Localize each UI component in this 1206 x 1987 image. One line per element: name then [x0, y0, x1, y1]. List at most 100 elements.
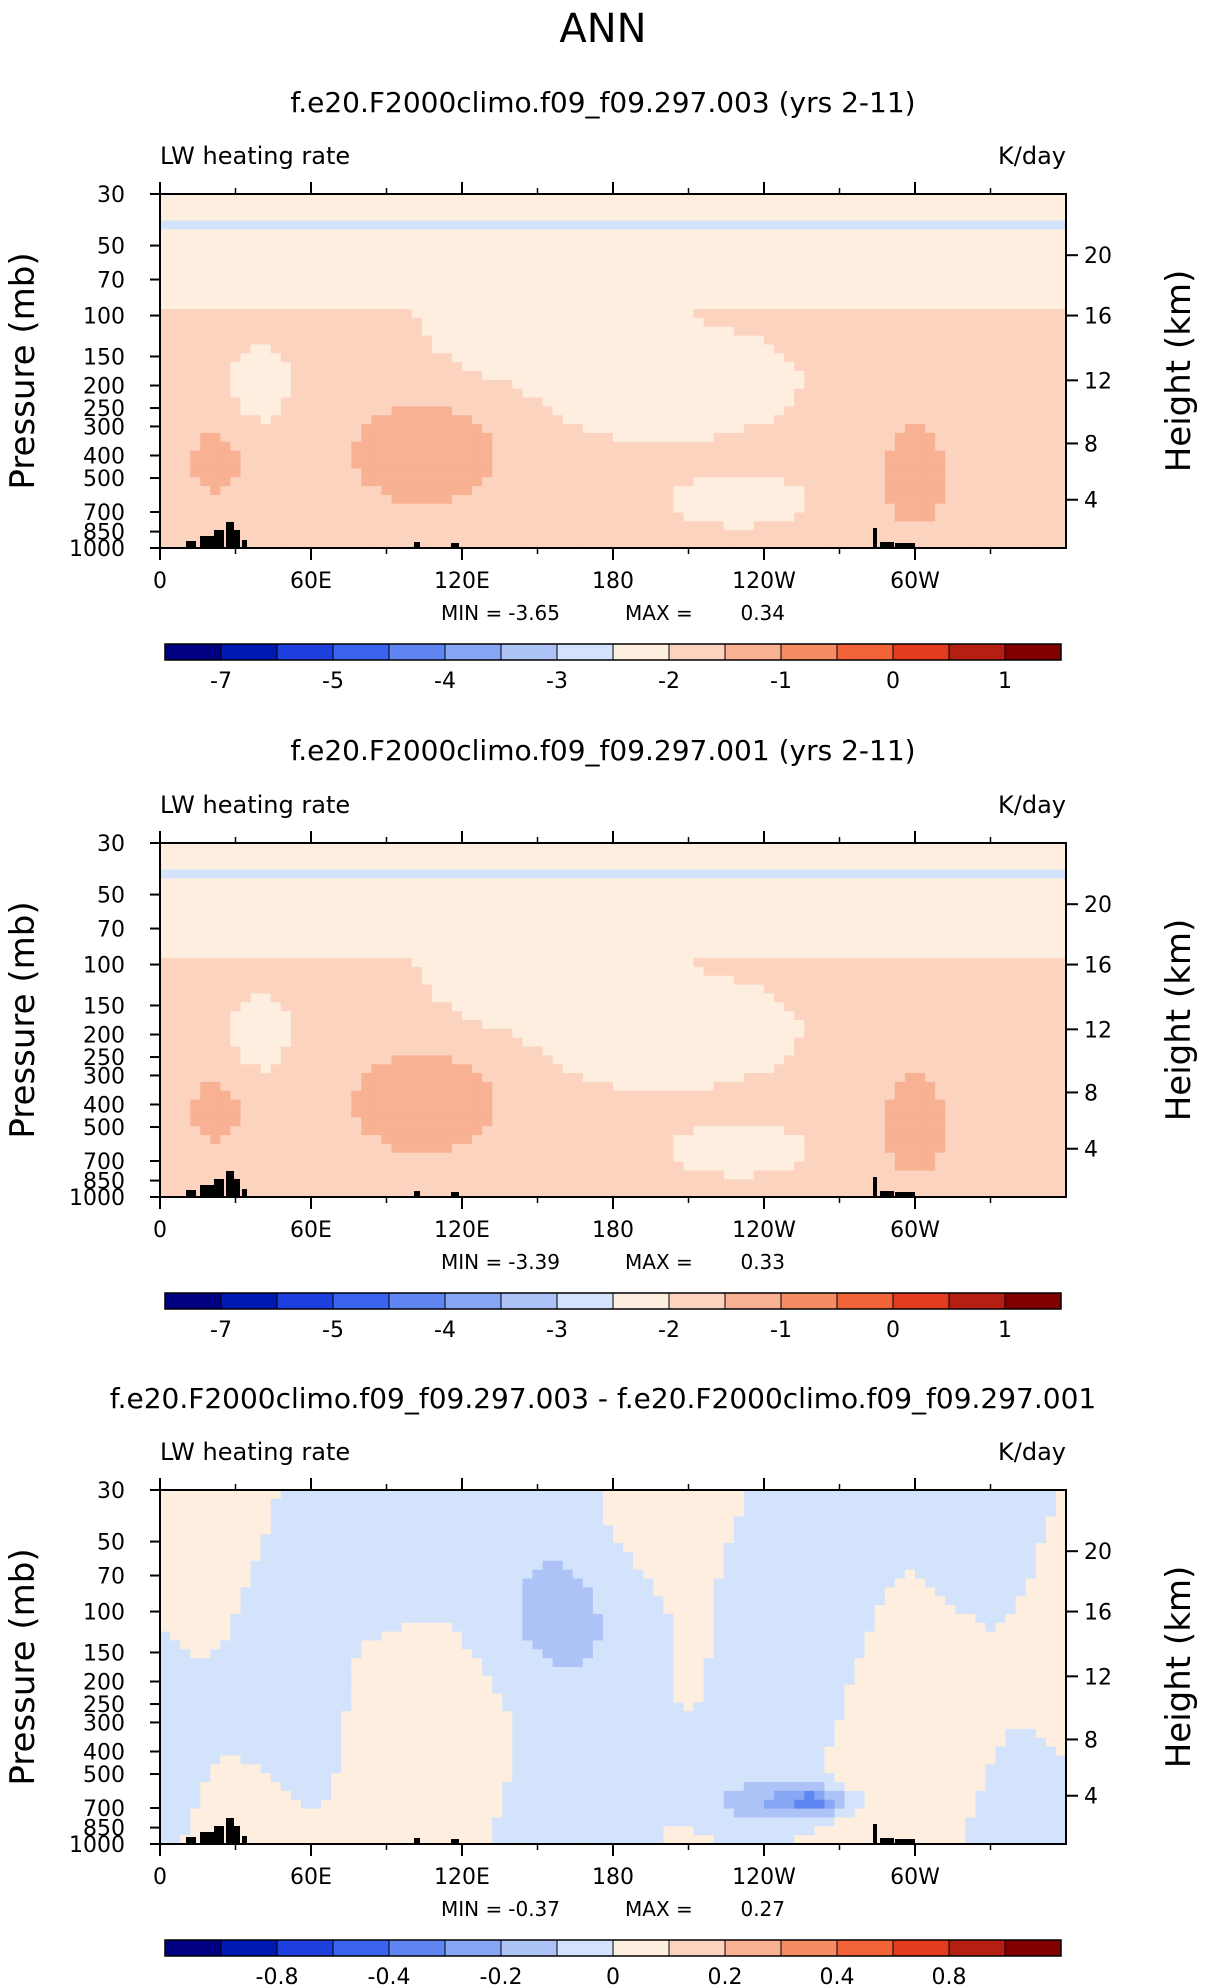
contour-cell [713, 843, 725, 853]
contour-cell [733, 415, 745, 425]
contour-cell [220, 539, 232, 549]
contour-cell [894, 878, 906, 888]
contour-cell [451, 388, 463, 399]
contour-cell [894, 397, 906, 407]
contour-cell [290, 450, 302, 461]
contour-cell [703, 202, 715, 213]
contour-cell [220, 860, 232, 871]
contour-cell [300, 264, 312, 275]
contour-cell [290, 424, 302, 434]
contour-cell [663, 904, 674, 915]
contour-cell [904, 477, 916, 487]
contour-cell [874, 503, 886, 514]
contour-cell [502, 922, 513, 933]
contour-cell [733, 904, 745, 915]
contour-cell [300, 468, 312, 478]
contour-cell [280, 441, 292, 452]
contour-cell [240, 211, 252, 222]
contour-cell [451, 432, 463, 443]
contour-cell [814, 949, 825, 959]
contour-cell [693, 922, 705, 933]
contour-cell [582, 247, 594, 257]
contour-cell [653, 887, 664, 897]
contour-cell [602, 406, 614, 416]
contour-cell [1005, 353, 1017, 363]
contour-cell [925, 922, 936, 933]
contour-cell [683, 291, 695, 301]
contour-cell [562, 843, 574, 853]
contour-cell [613, 424, 624, 434]
contour-cell [643, 282, 654, 292]
contour-cell [190, 477, 201, 487]
contour-cell [260, 521, 272, 531]
contour-cell [562, 317, 574, 328]
contour-cell [693, 851, 705, 862]
contour-cell [532, 958, 544, 968]
contour-cell [462, 958, 473, 968]
contour-cell [200, 949, 211, 959]
contour-cell [965, 238, 976, 248]
contour-cell [321, 406, 332, 416]
contour-cell [462, 931, 473, 941]
contour-cell [1005, 424, 1017, 434]
colorbar-swatch [893, 644, 950, 660]
contour-cell [723, 477, 735, 487]
contour-cell [945, 477, 956, 487]
contour-cell [190, 913, 201, 924]
contour-cell [985, 300, 997, 310]
contour-cell [592, 220, 604, 230]
contour-cell [824, 362, 836, 372]
contour-cell [472, 362, 483, 372]
contour-cell [683, 913, 695, 924]
contour-cell [421, 264, 433, 275]
contour-cell [532, 922, 544, 933]
contour-cell [915, 432, 926, 443]
contour-cell [411, 521, 423, 531]
contour-cell [200, 229, 211, 239]
contour-cell [502, 371, 513, 381]
contour-cell [331, 220, 342, 230]
contour-cell [210, 353, 221, 363]
contour-cell [220, 202, 232, 213]
contour-cell [230, 913, 242, 924]
contour-cell [814, 878, 825, 888]
contour-cell [854, 958, 866, 968]
contour-cell [542, 291, 554, 301]
contour-cell [200, 309, 211, 319]
contour-cell [884, 494, 896, 505]
contour-cell [492, 379, 503, 390]
contour-cell [381, 194, 393, 204]
contour-cell [592, 344, 604, 354]
contour-cell [643, 477, 654, 487]
contour-cell [864, 379, 876, 390]
contour-cell [643, 878, 654, 888]
contour-cell [210, 887, 221, 897]
contour-cell [804, 887, 815, 897]
contour-cell [633, 843, 644, 853]
contour-cell [260, 309, 272, 319]
contour-cell [985, 913, 997, 924]
contour-cell [834, 913, 846, 924]
contour-cell [321, 309, 332, 319]
contour-cell [653, 220, 664, 230]
contour-cell [562, 291, 574, 301]
contour-cell [985, 406, 997, 416]
contour-cell [331, 211, 342, 222]
contour-cell [814, 397, 825, 407]
contour-cell [834, 371, 846, 381]
contour-cell [240, 317, 252, 328]
contour-cell [985, 949, 997, 959]
contour-cell [915, 450, 926, 461]
contour-cell [975, 539, 987, 549]
contour-cell [512, 362, 523, 372]
contour-cell [874, 353, 886, 363]
contour-cell [713, 362, 725, 372]
contour-cell [965, 869, 976, 879]
contour-cell [864, 255, 876, 266]
contour-cell [582, 931, 594, 941]
contour-cell [764, 450, 775, 461]
contour-cell [321, 353, 332, 363]
contour-cell [200, 247, 211, 257]
contour-cell [985, 238, 997, 248]
contour-cell [623, 539, 634, 549]
